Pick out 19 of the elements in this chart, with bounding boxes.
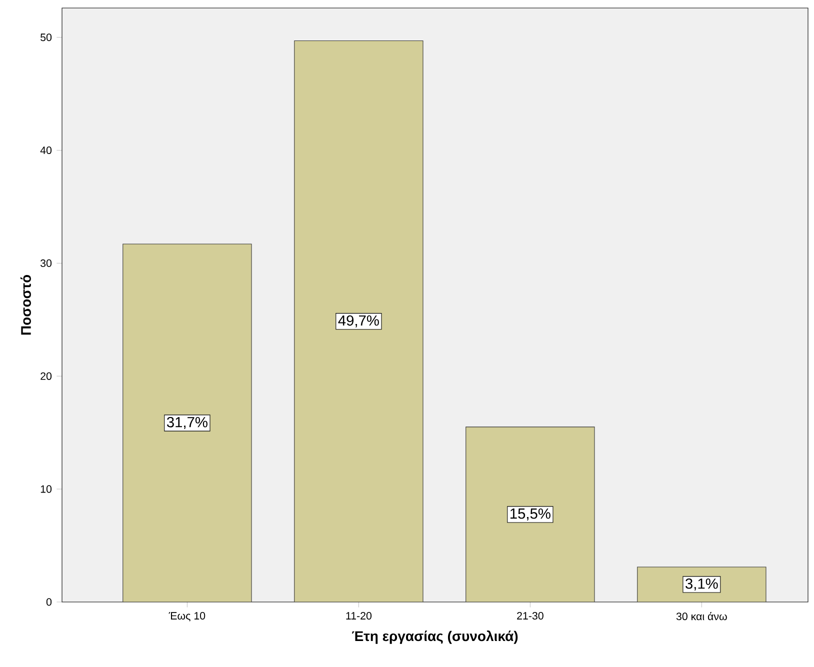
bar xyxy=(466,426,595,602)
y-tick-label: 20 xyxy=(40,372,52,380)
data-label: 3,1% xyxy=(686,578,718,591)
y-tick-label: 10 xyxy=(40,485,52,493)
x-tick-label: Έως 10 xyxy=(168,612,206,622)
y-tick-label: 30 xyxy=(40,259,52,267)
y-tick-label: 40 xyxy=(40,146,52,154)
data-label: 31,7% xyxy=(166,416,208,430)
data-label: 15,5% xyxy=(510,508,550,520)
bar xyxy=(294,40,424,602)
x-tick-label: 11-20 xyxy=(346,612,372,620)
x-tick-label: 30 και άνω xyxy=(676,612,727,620)
y-axis-title: Ποσοστό xyxy=(20,274,31,335)
y-tick-label: 0 xyxy=(46,598,52,606)
y-tick-label: 50 xyxy=(40,34,52,42)
x-axis-title: Έτη εργασίας (συνολικά) xyxy=(352,630,518,644)
data-label: 49,7% xyxy=(338,315,379,328)
bar xyxy=(122,244,252,602)
x-tick-label: 21-30 xyxy=(517,612,544,620)
